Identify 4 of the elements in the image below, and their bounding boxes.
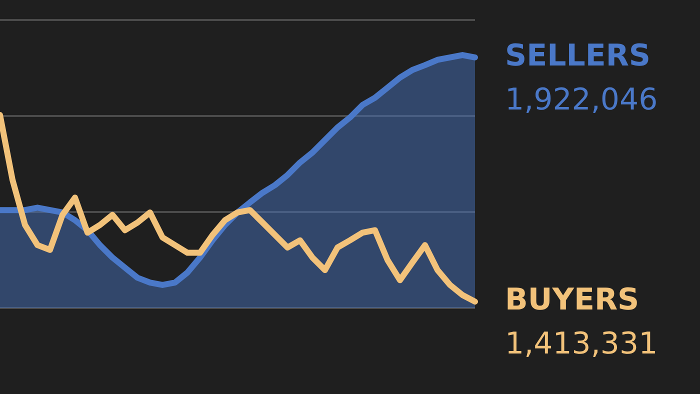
data-label: 1,922,046 [505,82,658,118]
data-label: 1,413,331 [505,326,658,362]
series-label: BUYERS [505,282,640,318]
series-label: SELLERS [505,38,651,74]
